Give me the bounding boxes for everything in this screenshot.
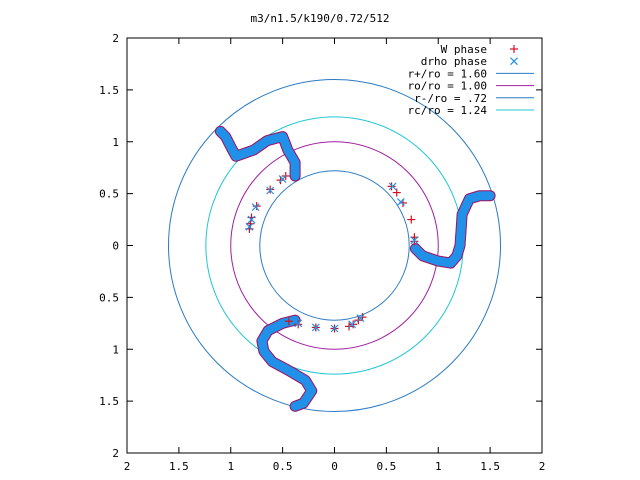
band-1 (410, 191, 495, 268)
axis-ticks: 2 1.5 1 0.5 0 0.5 1 1.5 221.510.500.511.52 (99, 32, 545, 473)
circle-0-72 (259, 170, 410, 321)
y-tick-label: 1.5 (99, 84, 119, 97)
w-phase-point (407, 215, 416, 224)
legend-label: rc/ro = 1.24 (408, 104, 488, 117)
x-b (266, 186, 275, 195)
chart-title: m3/n1.5/k190/0.72/512 (250, 12, 389, 25)
x-b (311, 323, 320, 332)
w-phase-point (392, 188, 401, 197)
drho-phase-point (396, 198, 405, 206)
x-b (245, 222, 254, 231)
band-0 (215, 126, 300, 181)
x-b (247, 215, 256, 224)
x-b (388, 182, 397, 191)
legend-swatch (510, 57, 518, 66)
phase-points (245, 171, 419, 333)
drho-phase-point (245, 222, 254, 231)
w-phase-point (284, 317, 293, 326)
drho-phase-point (410, 236, 419, 245)
w-phase-point (294, 320, 303, 329)
phase-bands (214, 125, 496, 412)
x-tick-label: 2 (124, 460, 131, 473)
legend-label: ro/ro = 1.00 (408, 80, 487, 93)
x-b (396, 198, 405, 206)
drho-phase-point (251, 203, 260, 212)
x-b (356, 314, 365, 323)
x-b (278, 175, 287, 184)
legend-label: drho phase (421, 55, 487, 68)
y-tick-label: 2 (112, 447, 119, 460)
x-tick-label: 1.5 (169, 460, 189, 473)
x-b (294, 319, 303, 328)
x-b (348, 320, 357, 329)
x-b (330, 324, 339, 333)
legend-label: r-/ro = .72 (414, 92, 487, 105)
x-tick-label: 1.5 (480, 460, 500, 473)
w-phase-point (345, 322, 354, 331)
drho-phase-point (348, 320, 357, 329)
x-tick-label: 1 (435, 460, 442, 473)
y-tick-label: 0.5 (99, 291, 119, 304)
legend-label: W phase (441, 43, 487, 56)
x-tick-label: 0.5 (273, 460, 293, 473)
w-phase-point (266, 185, 275, 194)
x-b (510, 57, 518, 66)
reference-circles (168, 79, 501, 412)
drho-phase-point (294, 319, 303, 328)
w-phase-point (410, 237, 419, 246)
drho-phase-point (266, 186, 275, 195)
circle-1 (230, 141, 439, 350)
x-tick-label: 0 (331, 460, 338, 473)
y-tick-label: 1 (112, 343, 119, 356)
y-tick-label: 1 (112, 136, 119, 149)
x-b (251, 203, 260, 212)
x-tick-label: 0.5 (376, 460, 396, 473)
y-tick-label: 2 (112, 32, 119, 45)
drho-phase-point (356, 314, 365, 323)
y-tick-label: 0 (112, 240, 119, 253)
x-tick-label: 1 (227, 460, 234, 473)
x-b (410, 236, 419, 245)
drho-phase-point (278, 175, 287, 184)
band-2 (257, 315, 317, 411)
x-tick-label: 2 (539, 460, 546, 473)
w-phase-point (387, 182, 396, 191)
drho-phase-point (247, 215, 256, 224)
w-phase-point (349, 320, 358, 329)
drho-phase-point (330, 324, 339, 333)
circle-1-6 (168, 79, 501, 412)
legend-label: r+/ro = 1.60 (408, 67, 487, 80)
legend-swatch (510, 45, 518, 53)
drho-phase-point (388, 182, 397, 191)
y-tick-label: 0.5 (99, 188, 119, 201)
y-tick-label: 1.5 (99, 395, 119, 408)
drho-phase-point (311, 323, 320, 332)
